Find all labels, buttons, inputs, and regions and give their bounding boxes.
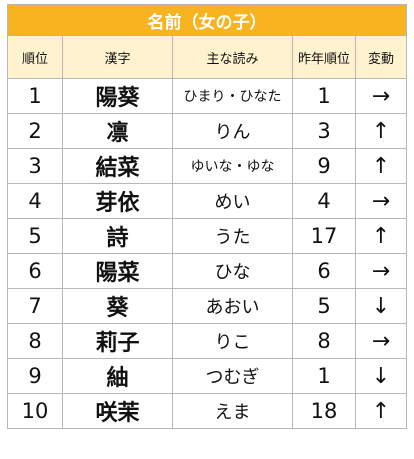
prev-rank-cell: 8 (292, 323, 356, 359)
table-row: 2 凛りん 3 ↑ (7, 113, 407, 149)
kanji-cell: 莉子 (62, 323, 173, 359)
reading-cell: ひな (172, 253, 293, 289)
kanji-cell: 紬 (62, 358, 173, 394)
change-arrow: → (355, 323, 407, 359)
reading-cell: あおい (172, 288, 293, 324)
reading-cell: りん (172, 113, 293, 149)
header-reading: 主な読み (172, 35, 293, 79)
table-body: 1 陽葵 ひまり・ひなた 1 → 2 凛りん 3 ↑ 3 結菜 ゆいな・ゆな 9 ↑ 4 芽依 めい 4 → 5 詩うた… (7, 78, 407, 429)
change-arrow: ↑ (355, 113, 407, 149)
rank-cell: 8 (7, 323, 63, 359)
kanji-cell: 芽依 (62, 183, 173, 219)
table-row: 3 結菜 ゆいな・ゆな 9 ↑ (7, 148, 407, 184)
kanji-cell: 結菜 (62, 148, 173, 184)
reading-cell: つむぎ (172, 358, 293, 394)
change-arrow: → (355, 253, 407, 289)
prev-rank-cell: 9 (292, 148, 356, 184)
change-arrow: ↑ (355, 218, 407, 254)
table-row: 5 詩うた 17 ↑ (7, 218, 407, 254)
rank-cell: 1 (7, 78, 63, 114)
prev-rank-cell: 4 (292, 183, 356, 219)
reading-cell: えま (172, 393, 293, 429)
reading-cell: りこ (172, 323, 293, 359)
rank-cell: 3 (7, 148, 63, 184)
ranking-table: 名前（女の子） 順位 漢字 主な読み 昨年順位 変動 1 陽葵 ひまり・ひなた 1 → 2… (7, 4, 407, 429)
rank-cell: 2 (7, 113, 63, 149)
reading-cell: うた (172, 218, 293, 254)
rank-cell: 9 (7, 358, 63, 394)
kanji-cell: 咲茉 (62, 393, 173, 429)
table-row: 10 咲茉 えま 18 ↑ (7, 393, 407, 429)
change-arrow: ↓ (355, 358, 407, 394)
table-row: 4 芽依 めい 4 → (7, 183, 407, 219)
header-rank: 順位 (7, 35, 63, 79)
prev-rank-cell: 1 (292, 358, 356, 394)
change-arrow: → (355, 78, 407, 114)
prev-rank-cell: 17 (292, 218, 356, 254)
rank-cell: 4 (7, 183, 63, 219)
reading-cell: ゆいな・ゆな (172, 148, 293, 184)
table-title: 名前（女の子） (7, 4, 407, 36)
rank-cell: 6 (7, 253, 63, 289)
table-row: 1 陽葵 ひまり・ひなた 1 → (7, 78, 407, 114)
change-arrow: ↑ (355, 148, 407, 184)
table-row: 6 陽菜 ひな 6 → (7, 253, 407, 289)
kanji-cell: 葵 (62, 288, 173, 324)
prev-rank-cell: 18 (292, 393, 356, 429)
rank-cell: 10 (7, 393, 63, 429)
kanji-cell: 陽葵 (62, 78, 173, 114)
prev-rank-cell: 1 (292, 78, 356, 114)
kanji-cell: 陽菜 (62, 253, 173, 289)
change-arrow: ↑ (355, 393, 407, 429)
header-change: 変動 (355, 35, 407, 79)
table-row: 9 紬つむぎ 1 ↓ (7, 358, 407, 394)
header-prev-rank: 昨年順位 (292, 35, 356, 79)
header-kanji: 漢字 (62, 35, 173, 79)
reading-cell: めい (172, 183, 293, 219)
change-arrow: ↓ (355, 288, 407, 324)
prev-rank-cell: 6 (292, 253, 356, 289)
header-row: 順位 漢字 主な読み 昨年順位 変動 (7, 35, 407, 79)
rank-cell: 7 (7, 288, 63, 324)
rank-cell: 5 (7, 218, 63, 254)
table-row: 7 葵あおい 5 ↓ (7, 288, 407, 324)
reading-cell: ひまり・ひなた (172, 78, 293, 114)
kanji-cell: 詩 (62, 218, 173, 254)
table-row: 8 莉子 りこ 8 → (7, 323, 407, 359)
prev-rank-cell: 5 (292, 288, 356, 324)
kanji-cell: 凛 (62, 113, 173, 149)
prev-rank-cell: 3 (292, 113, 356, 149)
change-arrow: → (355, 183, 407, 219)
